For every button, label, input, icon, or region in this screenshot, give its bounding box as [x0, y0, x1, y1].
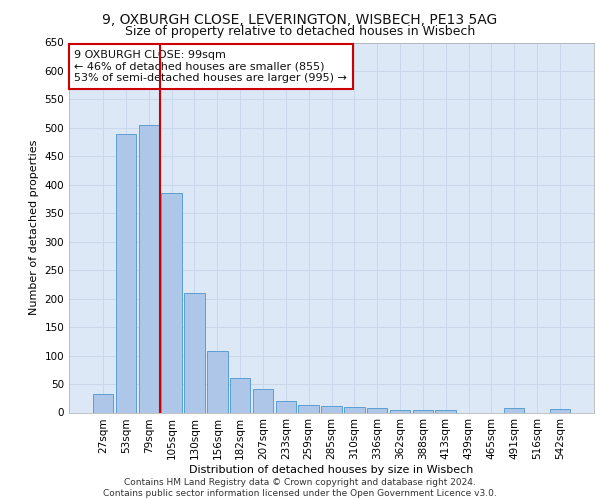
- Bar: [184, 293, 205, 412]
- Bar: [436, 410, 456, 412]
- Bar: [298, 404, 319, 412]
- Bar: [139, 125, 159, 412]
- Bar: [230, 378, 250, 412]
- Text: Contains HM Land Registry data © Crown copyright and database right 2024.
Contai: Contains HM Land Registry data © Crown c…: [103, 478, 497, 498]
- Bar: [413, 410, 433, 412]
- Bar: [275, 401, 296, 412]
- Bar: [504, 408, 524, 412]
- Bar: [253, 388, 273, 412]
- Bar: [550, 409, 570, 412]
- Bar: [161, 194, 182, 412]
- Bar: [367, 408, 388, 412]
- Bar: [321, 406, 342, 412]
- Text: 9, OXBURGH CLOSE, LEVERINGTON, WISBECH, PE13 5AG: 9, OXBURGH CLOSE, LEVERINGTON, WISBECH, …: [103, 12, 497, 26]
- Bar: [116, 134, 136, 412]
- Bar: [344, 407, 365, 412]
- Text: Size of property relative to detached houses in Wisbech: Size of property relative to detached ho…: [125, 25, 475, 38]
- Bar: [390, 410, 410, 412]
- X-axis label: Distribution of detached houses by size in Wisbech: Distribution of detached houses by size …: [190, 465, 473, 475]
- Text: 9 OXBURGH CLOSE: 99sqm
← 46% of detached houses are smaller (855)
53% of semi-de: 9 OXBURGH CLOSE: 99sqm ← 46% of detached…: [74, 50, 347, 83]
- Bar: [207, 351, 227, 412]
- Y-axis label: Number of detached properties: Number of detached properties: [29, 140, 39, 315]
- Bar: [93, 394, 113, 412]
